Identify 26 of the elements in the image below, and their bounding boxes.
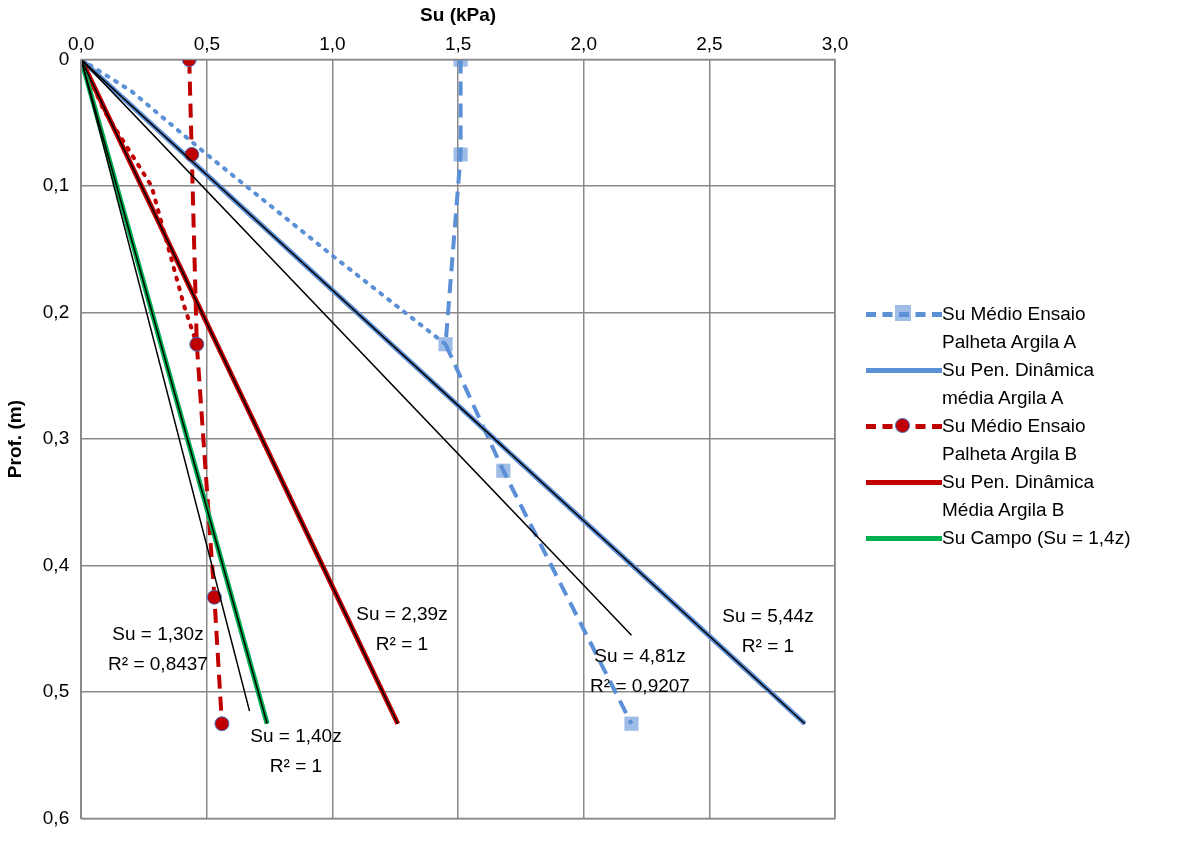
x-tick-label: 0,5 [193,33,221,55]
y-axis-title: Prof. (m) [3,400,25,479]
y-tick-label: 0,6 [42,806,70,828]
x-axis-title: Su (kPa) [420,3,497,25]
annotation: Su = 4,81z R² = 0,9207 [590,645,690,697]
legend-label: Su Pen. Dinâmica média Argila A [942,358,1096,410]
legend-label: Su Médio Ensaio Palheta Argila A [942,302,1087,354]
x-tick-label: 0,0 [68,33,95,55]
x-tick-label: 1,0 [319,33,346,55]
y-tick-label: 0,5 [42,680,70,702]
annotation: Su = 1,40z R² = 1 [250,725,342,777]
y-tick-label: 0 [58,47,70,69]
legend-label: Su Campo (Su = 1,4z) [942,526,1132,550]
annotation: Su = 1,30z R² = 0,8437 [108,623,208,675]
x-tick-label: 2,0 [570,33,597,55]
y-tick-label: 0,2 [42,300,70,322]
legend-label: Su Médio Ensaio Palheta Argila B [942,414,1087,466]
y-tick-label: 0,1 [42,174,70,196]
y-tick-label: 0,4 [42,553,70,575]
x-tick-label: 3,0 [821,33,849,55]
x-tick-label: 2,5 [696,33,723,55]
x-tick-label: 1,5 [444,33,472,55]
annotation: Su = 5,44z R² = 1 [722,605,814,657]
legend-label: Su Pen. Dinâmica Média Argila B [942,470,1096,522]
y-tick-label: 0,3 [42,427,70,449]
annotation: Su = 2,39z R² = 1 [356,603,448,655]
